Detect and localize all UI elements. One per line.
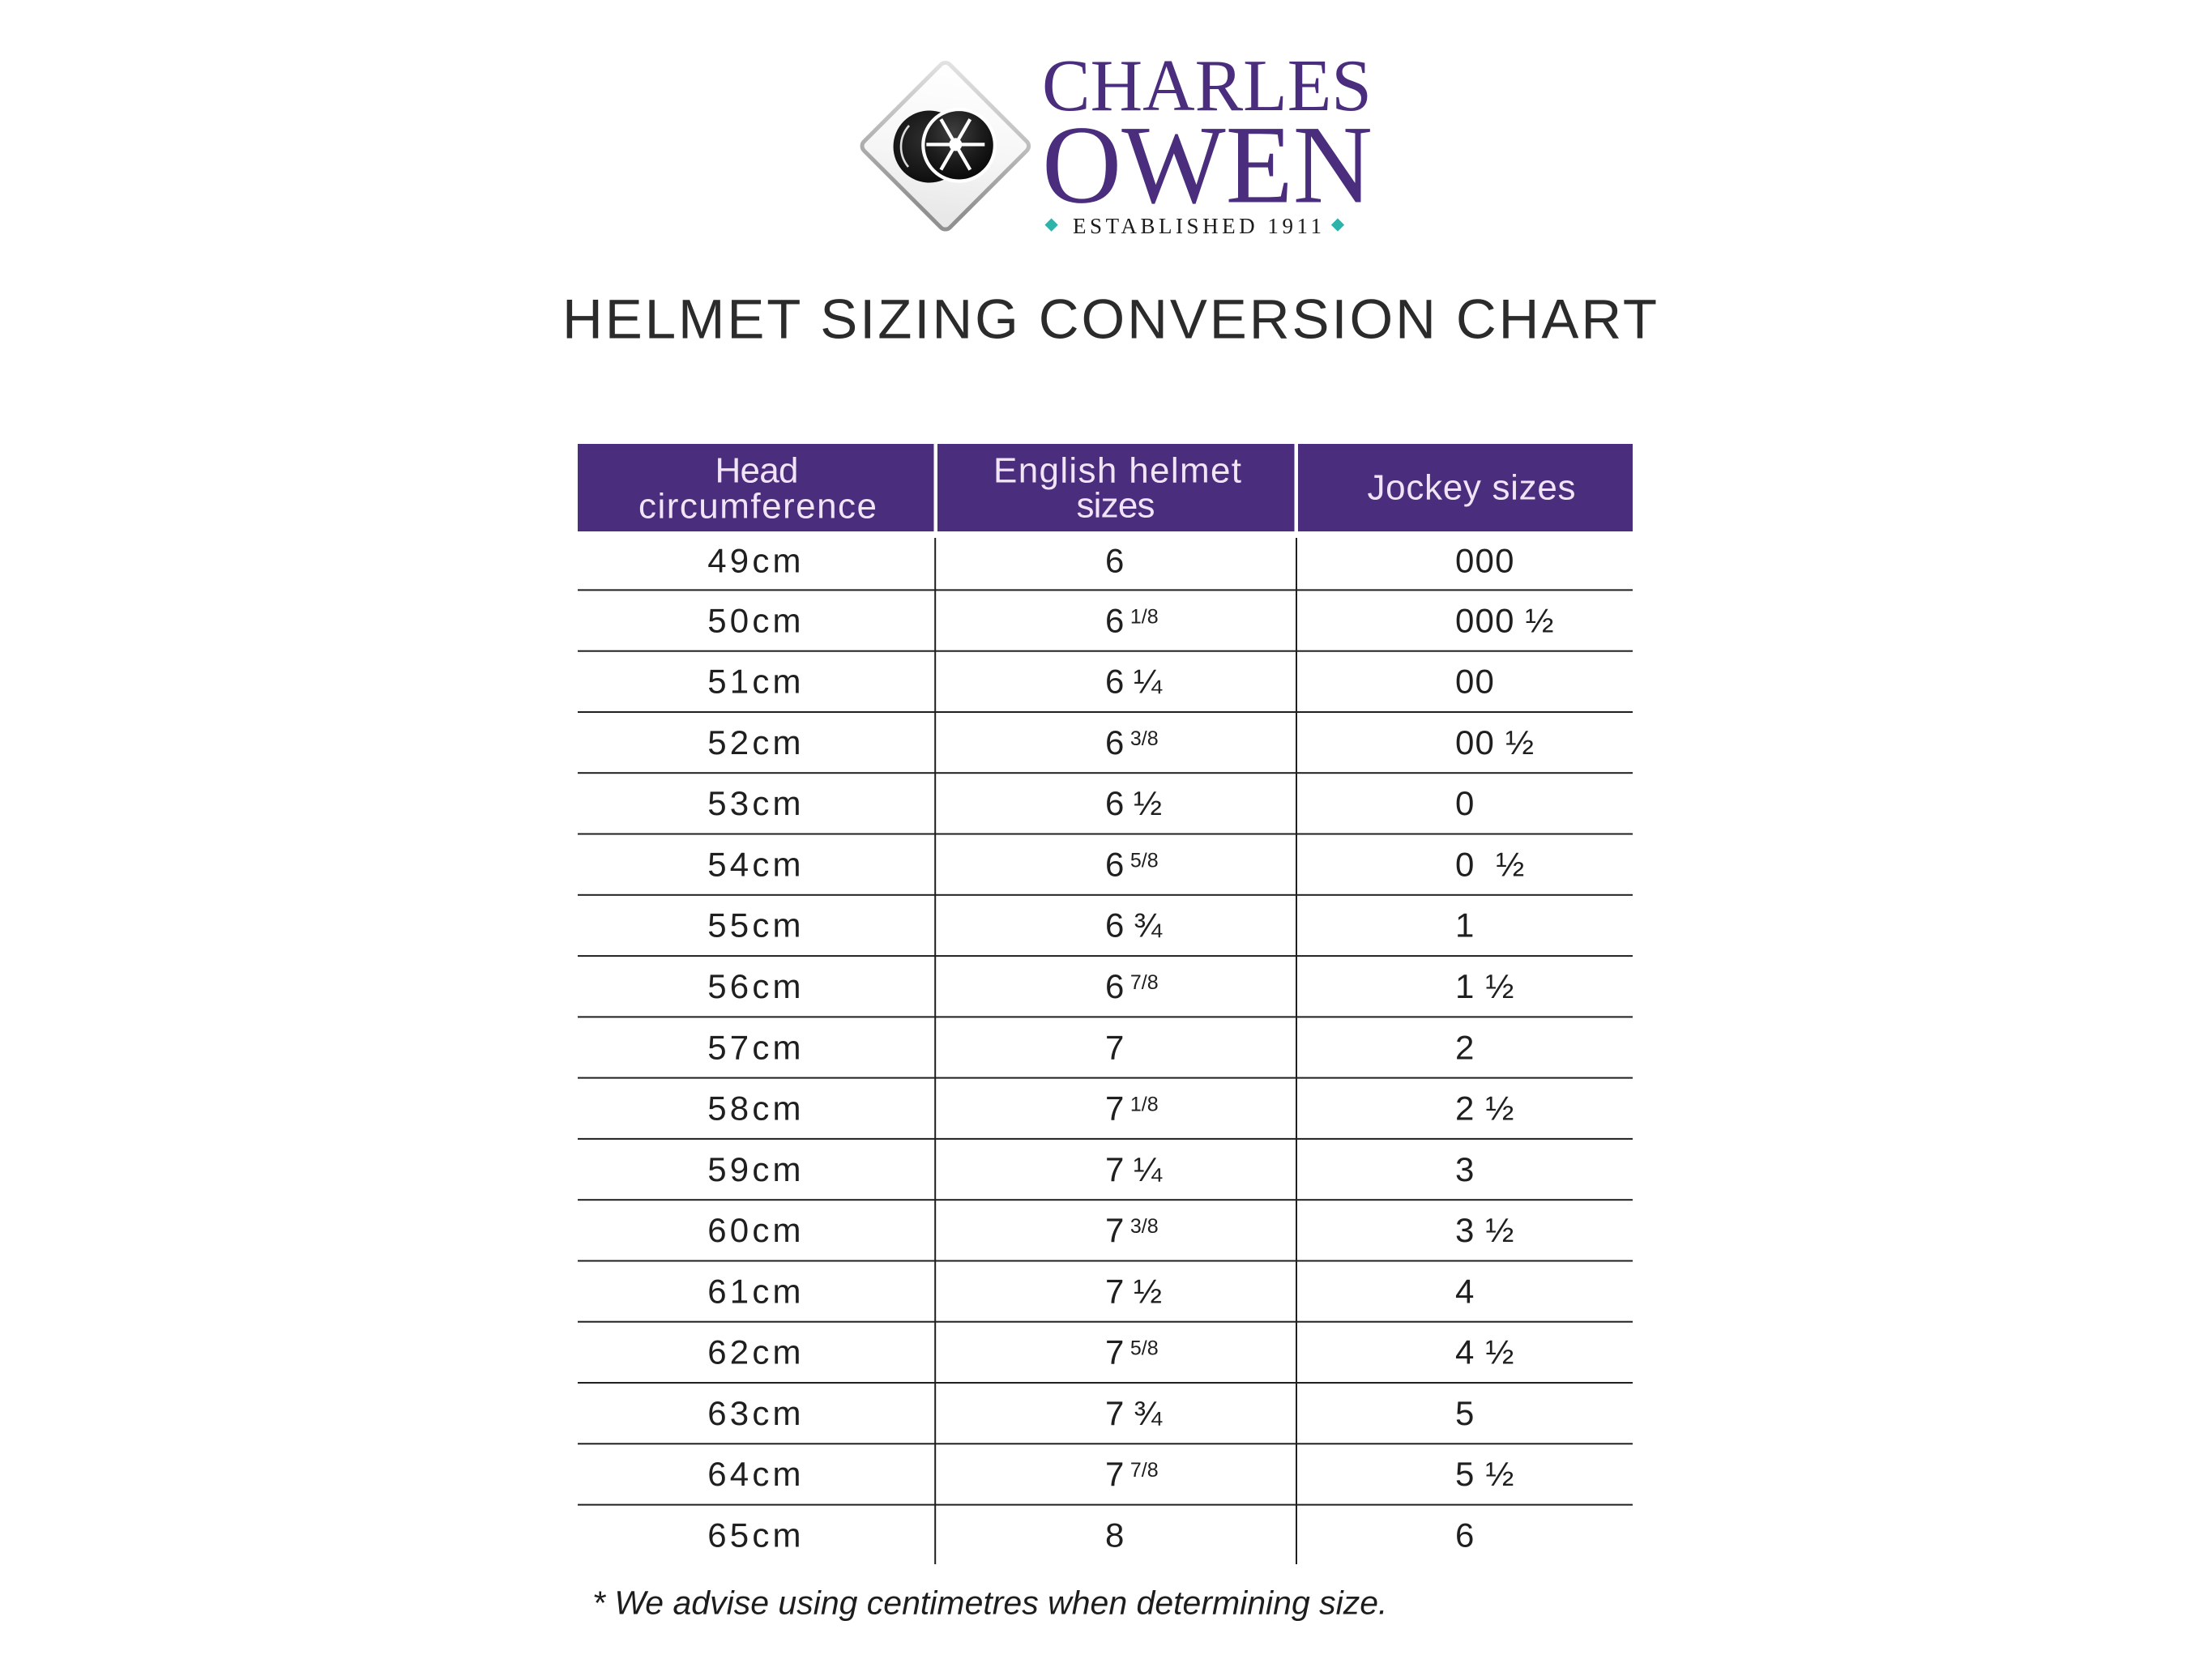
svg-text:51cm: 51cm bbox=[707, 663, 805, 701]
svg-text:CHARLES: CHARLES bbox=[1042, 45, 1372, 126]
svg-text:3: 3 bbox=[1455, 1150, 1475, 1188]
svg-text:Head: Head bbox=[715, 451, 799, 491]
svg-text:49cm: 49cm bbox=[707, 541, 805, 579]
svg-text:58cm: 58cm bbox=[707, 1090, 805, 1128]
svg-text:HELMET SIZING CONVERSION CHART: HELMET SIZING CONVERSION CHART bbox=[562, 288, 1662, 350]
svg-text:5 ½: 5 ½ bbox=[1455, 1455, 1515, 1493]
svg-text:62cm: 62cm bbox=[707, 1333, 805, 1371]
svg-text:2: 2 bbox=[1455, 1028, 1475, 1066]
svg-text:6 ¾: 6 ¾ bbox=[1105, 906, 1163, 945]
svg-text:000: 000 bbox=[1455, 541, 1515, 579]
svg-text:* We advise using centimetres: * We advise using centimetres when deter… bbox=[592, 1584, 1387, 1622]
svg-text:50cm: 50cm bbox=[707, 601, 805, 639]
svg-text:7: 7 bbox=[1105, 1028, 1124, 1066]
svg-text:6: 6 bbox=[1105, 541, 1124, 579]
svg-text:0: 0 bbox=[1455, 784, 1475, 822]
svg-text:0 ½: 0 ½ bbox=[1455, 845, 1526, 883]
svg-text:59cm: 59cm bbox=[707, 1150, 805, 1188]
svg-text:65/8: 6 5/8 bbox=[1105, 845, 1159, 883]
svg-text:4 ½: 4 ½ bbox=[1455, 1333, 1515, 1371]
svg-text:63cm: 63cm bbox=[707, 1394, 805, 1432]
svg-text:5: 5 bbox=[1455, 1394, 1475, 1432]
svg-text:1: 1 bbox=[1455, 906, 1475, 945]
svg-text:00 ½: 00 ½ bbox=[1455, 723, 1535, 761]
svg-text:73/8: 7 3/8 bbox=[1105, 1211, 1159, 1249]
svg-text:65cm: 65cm bbox=[707, 1516, 805, 1555]
svg-text:7 ¾: 7 ¾ bbox=[1105, 1394, 1163, 1432]
svg-text:67/8: 6 7/8 bbox=[1105, 967, 1159, 1005]
svg-text:4: 4 bbox=[1455, 1272, 1475, 1310]
svg-text:56cm: 56cm bbox=[707, 967, 805, 1005]
svg-text:3 ½: 3 ½ bbox=[1455, 1211, 1515, 1249]
svg-text:53cm: 53cm bbox=[707, 784, 805, 822]
svg-text:Jockey sizes: Jockey sizes bbox=[1368, 468, 1576, 508]
svg-text:64cm: 64cm bbox=[707, 1455, 805, 1493]
svg-text:77/8: 7 7/8 bbox=[1105, 1455, 1159, 1493]
svg-text:6 ½: 6 ½ bbox=[1105, 784, 1162, 822]
svg-text:54cm: 54cm bbox=[707, 845, 805, 883]
svg-text:2 ½: 2 ½ bbox=[1455, 1090, 1515, 1128]
svg-text:OWEN: OWEN bbox=[1042, 103, 1373, 227]
svg-text:000 ½: 000 ½ bbox=[1455, 601, 1555, 639]
svg-text:57cm: 57cm bbox=[707, 1028, 805, 1066]
svg-text:7 ¼: 7 ¼ bbox=[1105, 1150, 1163, 1188]
svg-text:55cm: 55cm bbox=[707, 906, 805, 945]
svg-text:52cm: 52cm bbox=[707, 723, 805, 761]
svg-text:8: 8 bbox=[1105, 1516, 1124, 1555]
svg-text:63/8: 6 3/8 bbox=[1105, 723, 1159, 761]
svg-text:71/8: 7 1/8 bbox=[1105, 1090, 1159, 1128]
svg-text:6: 6 bbox=[1455, 1516, 1475, 1555]
svg-text:7 ½: 7 ½ bbox=[1105, 1272, 1162, 1310]
svg-text:sizes: sizes bbox=[1077, 486, 1155, 526]
svg-text:61cm: 61cm bbox=[707, 1272, 805, 1310]
svg-text:circumference: circumference bbox=[638, 487, 877, 527]
svg-text:ESTABLISHED 1911: ESTABLISHED 1911 bbox=[1073, 214, 1328, 238]
svg-text:60cm: 60cm bbox=[707, 1211, 805, 1249]
svg-text:75/8: 7 5/8 bbox=[1105, 1333, 1159, 1371]
svg-text:1 ½: 1 ½ bbox=[1455, 967, 1515, 1005]
svg-text:English helmet: English helmet bbox=[993, 450, 1241, 490]
svg-text:6 ¼: 6 ¼ bbox=[1105, 663, 1163, 701]
svg-text:00: 00 bbox=[1455, 663, 1495, 701]
svg-text:61/8: 6 1/8 bbox=[1105, 601, 1159, 639]
